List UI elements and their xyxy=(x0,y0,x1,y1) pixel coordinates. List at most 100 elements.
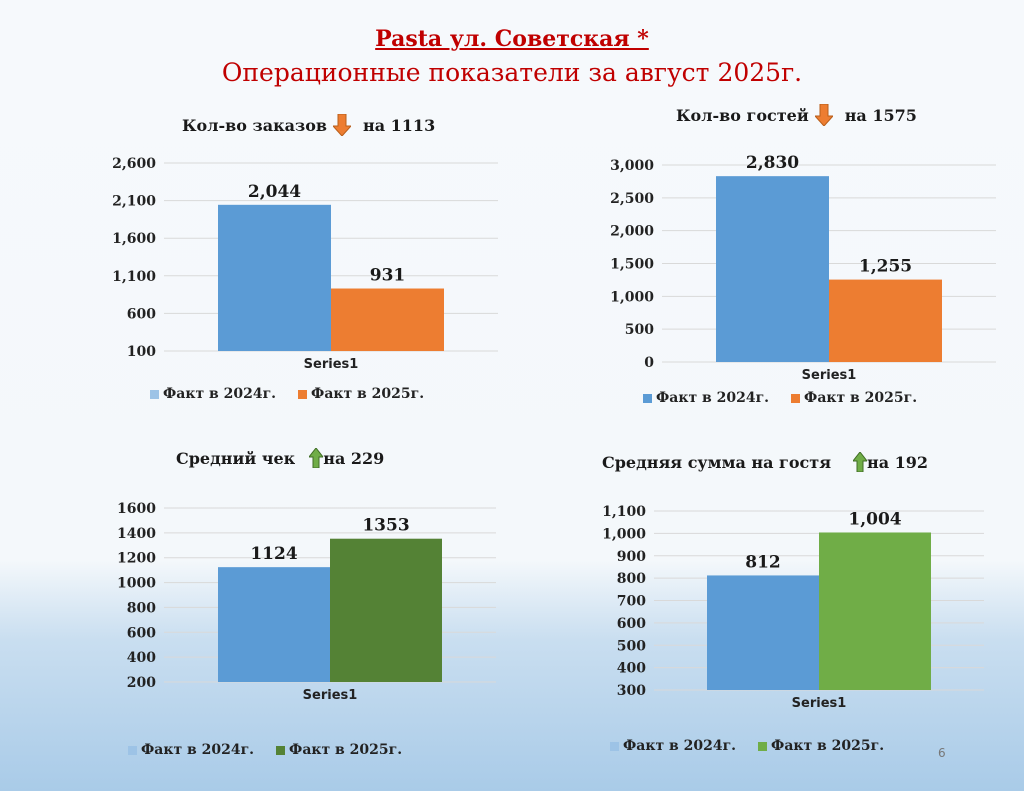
legend-item-2024: Факт в 2024г. xyxy=(610,738,736,754)
chart-title-avg-per-guest-label: Средняя сумма на гостя xyxy=(602,452,832,472)
y-tick-label: 1,000 xyxy=(602,526,646,542)
x-category-label: Series1 xyxy=(802,368,857,383)
bar-value-label: 931 xyxy=(370,266,406,286)
y-tick-label: 800 xyxy=(617,571,646,587)
legend-swatch xyxy=(128,745,137,755)
avg-check-legend: Факт в 2024г. Факт в 2025г. xyxy=(128,742,402,758)
y-tick-label: 600 xyxy=(127,306,156,322)
avg-per-guest-legend: Факт в 2024г. Факт в 2025г. xyxy=(610,738,884,754)
chart-svg: 200 400 600 800 1000 1200 1400 1600 1124 1353 Seri… xyxy=(117,501,496,703)
page-title: Pasta ул. Советская * xyxy=(375,26,649,52)
legend-swatch xyxy=(791,393,801,403)
legend-item-2024: Факт в 2024г. xyxy=(150,386,276,402)
chart-svg: 100 600 1,100 1,600 2,100 2,600 2,044 931 Series… xyxy=(112,156,498,372)
arrow-up-icon xyxy=(309,448,324,468)
page-subtitle: Операционные показатели за август 2025г. xyxy=(221,58,803,87)
y-tick-label: 300 xyxy=(617,683,646,699)
chart-svg: 0 500 1,000 1,500 2,000 2,500 3,000 2,830 1,255 S… xyxy=(610,153,996,383)
y-tick-label: 700 xyxy=(617,594,646,610)
legend-swatch xyxy=(276,745,286,755)
legend-label: Факт в 2024г. xyxy=(656,390,770,406)
legend-swatch xyxy=(758,741,768,751)
y-tick-label: 900 xyxy=(617,549,646,565)
bar-value-label: 1353 xyxy=(362,516,409,536)
y-tick-label: 0 xyxy=(644,355,654,371)
bar-2024 xyxy=(716,176,829,362)
legend-item-2025: Факт в 2025г. xyxy=(791,390,917,406)
legend-item-2024: Факт в 2024г. xyxy=(643,390,769,406)
arrow-down-icon xyxy=(333,114,352,136)
legend-label: Факт в 2024г. xyxy=(623,738,737,754)
bar-value-label: 1124 xyxy=(250,544,297,564)
legend-label: Факт в 2025г. xyxy=(289,742,403,758)
chart-title-orders-label: Кол-во заказов xyxy=(182,115,328,135)
y-tick-label: 1200 xyxy=(117,551,156,567)
y-tick-label: 500 xyxy=(617,638,646,654)
x-category-label: Series1 xyxy=(304,357,359,372)
legend-item-2025: Факт в 2025г. xyxy=(276,742,402,758)
chart-title-avg-check-label: Средний чек xyxy=(176,448,296,468)
bar-2025 xyxy=(330,538,442,682)
legend-label: Факт в 2024г. xyxy=(163,386,277,402)
chart-title-orders-delta: на 1113 xyxy=(363,115,436,135)
y-tick-label: 1,600 xyxy=(112,231,156,247)
guests-chart: 0 500 1,000 1,500 2,000 2,500 3,000 2,830 1,255 S… xyxy=(600,150,1000,385)
chart-title-orders: Кол-во заказов на 1113 xyxy=(182,114,435,136)
arrow-up-icon xyxy=(853,452,868,472)
avg-per-guest-chart: 300 400 500 600 700 800 900 1,000 1,100 812 1,004 S… xyxy=(590,500,990,711)
bar-2025 xyxy=(819,532,931,690)
chart-title-avg-per-guest: Средняя сумма на гостя на 192 xyxy=(602,452,928,472)
page-number: 6 xyxy=(938,746,946,760)
y-tick-label: 800 xyxy=(127,600,156,616)
y-tick-label: 500 xyxy=(625,322,654,338)
orders-chart: 100 600 1,100 1,600 2,100 2,600 2,044 931 Series… xyxy=(100,150,500,372)
y-tick-label: 400 xyxy=(127,650,156,666)
legend-label: Факт в 2025г. xyxy=(311,386,425,402)
y-tick-label: 1400 xyxy=(117,526,156,542)
guests-legend: Факт в 2024г. Факт в 2025г. xyxy=(643,390,917,406)
y-tick-label: 1,000 xyxy=(610,289,654,305)
bar-value-label: 1,255 xyxy=(859,257,912,277)
chart-title-guests-delta: на 1575 xyxy=(844,105,917,125)
y-tick-label: 3,000 xyxy=(610,158,654,174)
arrow-down-icon xyxy=(814,104,833,126)
legend-item-2025: Факт в 2025г. xyxy=(298,386,424,402)
x-category-label: Series1 xyxy=(303,688,358,703)
chart-svg: 300 400 500 600 700 800 900 1,000 1,100 812 1,004 S… xyxy=(602,504,984,711)
bar-value-label: 1,004 xyxy=(848,509,901,529)
chart-title-avg-per-guest-delta: на 192 xyxy=(867,452,929,472)
legend-swatch xyxy=(298,389,308,399)
bar-value-label: 2,044 xyxy=(248,182,301,202)
legend-item-2024: Факт в 2024г. xyxy=(128,742,254,758)
legend-label: Факт в 2025г. xyxy=(771,738,885,754)
orders-legend: Факт в 2024г. Факт в 2025г. xyxy=(150,386,424,402)
bar-2024 xyxy=(218,567,330,682)
y-tick-label: 600 xyxy=(127,625,156,641)
y-tick-label: 200 xyxy=(127,675,156,691)
y-tick-label: 2,100 xyxy=(112,194,156,210)
chart-title-guests-label: Кол-во гостей xyxy=(676,105,809,125)
avg-check-chart: 200 400 600 800 1000 1200 1400 1600 1124 1353 Seri… xyxy=(100,496,500,703)
legend-item-2025: Факт в 2025г. xyxy=(758,738,884,754)
bar-value-label: 2,830 xyxy=(746,153,799,173)
y-tick-label: 1000 xyxy=(117,576,156,592)
legend-swatch xyxy=(150,389,159,399)
legend-swatch xyxy=(643,393,652,403)
y-tick-label: 1600 xyxy=(117,501,156,517)
bar-value-label: 812 xyxy=(745,552,781,572)
chart-title-guests: Кол-во гостей на 1575 xyxy=(676,104,917,126)
chart-title-avg-check: Средний чек на 229 xyxy=(176,448,384,468)
legend-swatch xyxy=(610,741,619,751)
y-tick-label: 1,100 xyxy=(112,269,156,285)
y-tick-label: 2,500 xyxy=(610,191,654,207)
x-category-label: Series1 xyxy=(792,696,847,711)
y-tick-label: 100 xyxy=(127,344,156,360)
y-tick-label: 2,000 xyxy=(610,224,654,240)
y-tick-label: 400 xyxy=(617,661,646,677)
y-tick-label: 2,600 xyxy=(112,156,156,172)
legend-label: Факт в 2025г. xyxy=(804,390,918,406)
bar-2024 xyxy=(707,575,819,690)
bar-2025 xyxy=(829,279,942,362)
chart-title-avg-check-delta: на 229 xyxy=(323,448,385,468)
y-tick-label: 1,500 xyxy=(610,257,654,273)
